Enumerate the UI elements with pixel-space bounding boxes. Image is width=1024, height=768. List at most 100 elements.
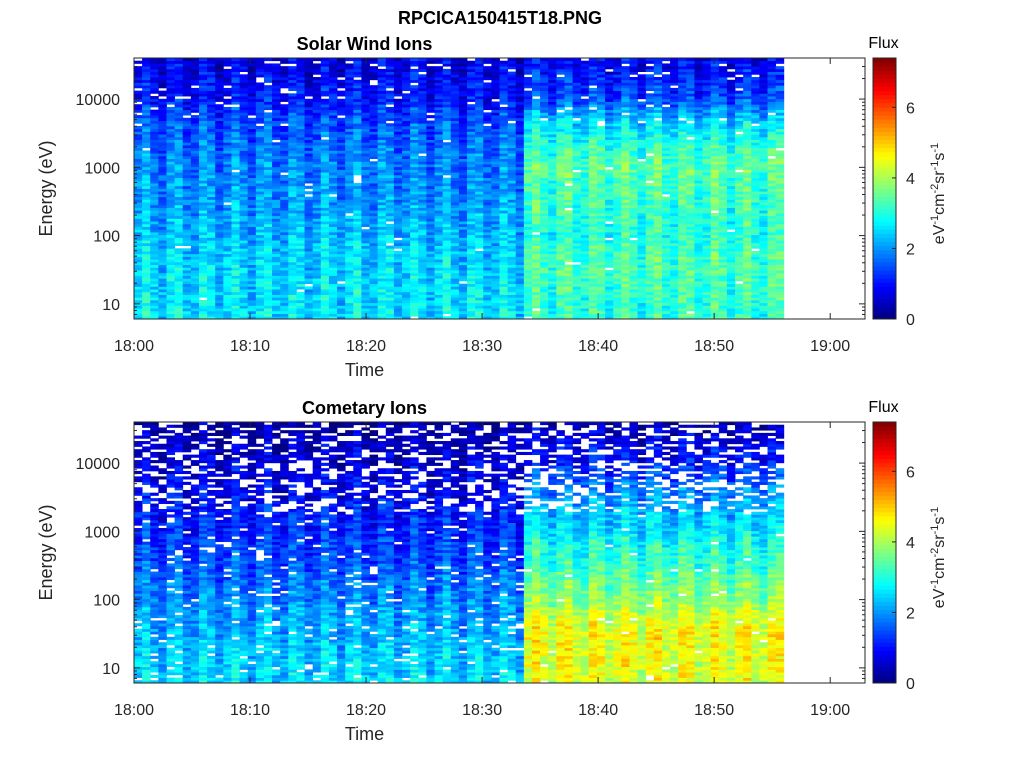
spectrogram-cell	[231, 131, 240, 135]
spectrogram-cell	[507, 142, 517, 146]
spectrogram-cell	[491, 58, 500, 62]
spectrogram-cell	[507, 188, 517, 192]
spectrogram-cell	[450, 172, 460, 176]
spectrogram-cell	[467, 68, 476, 72]
spectrogram-cell	[198, 204, 208, 208]
figure-title: RPCICA150415T18.PNG	[398, 8, 602, 28]
spectrogram-cell	[288, 115, 297, 119]
spectrogram-cell	[434, 212, 444, 217]
spectrogram-cell	[556, 104, 565, 108]
spectrogram-cell	[198, 223, 208, 227]
spectrogram-cell	[531, 221, 541, 225]
spectrogram-cell	[418, 109, 427, 113]
spectrogram-cell	[369, 316, 379, 320]
spectrogram-cell	[223, 120, 232, 124]
spectrogram-cell	[491, 299, 500, 304]
spectrogram-cell	[450, 305, 460, 309]
spectrogram-cell	[410, 98, 419, 102]
spectrogram-cell	[288, 297, 297, 301]
spectrogram-cell	[223, 58, 232, 62]
spectrogram-cell	[328, 240, 338, 244]
spectrogram-cell	[556, 308, 565, 312]
spectrogram-cell	[280, 85, 289, 89]
spectrogram-cell	[263, 117, 273, 121]
spectrogram-cell	[483, 172, 492, 176]
spectrogram-cell	[288, 204, 297, 208]
spectrogram-cell	[353, 71, 362, 75]
spectrogram-cell	[288, 66, 297, 70]
spectrogram-cell	[296, 232, 305, 236]
spectrogram-cell	[483, 240, 492, 244]
spectrogram-cell	[142, 172, 151, 176]
spectrogram-cell	[369, 117, 379, 121]
spectrogram-cell	[239, 177, 249, 181]
spectrogram-cell	[166, 251, 176, 255]
spectrogram-cell	[182, 71, 192, 75]
spectrogram-cell	[426, 96, 435, 100]
spectrogram-cell	[523, 63, 533, 67]
spectrogram-cell	[345, 79, 354, 83]
spectrogram-cell	[353, 82, 362, 86]
spectrogram-cell	[540, 82, 549, 86]
spectrogram-cell	[239, 115, 249, 119]
spectrogram-cell	[377, 240, 387, 244]
spectrogram-cell	[499, 229, 509, 233]
spectrogram-cell	[548, 302, 557, 306]
spectrogram-cell	[215, 297, 224, 301]
spectrogram-cell	[239, 101, 249, 105]
spectrogram-cell	[280, 267, 289, 271]
spectrogram-cell	[442, 161, 452, 165]
spectrogram-cell	[450, 302, 460, 306]
spectrogram-cell	[531, 191, 541, 195]
spectrogram-cell	[280, 191, 289, 195]
spectrogram-cell	[166, 109, 176, 113]
spectrogram-cell	[402, 267, 411, 271]
spectrogram-cell	[223, 234, 232, 238]
spectrogram-cell	[369, 313, 379, 317]
spectrogram-cell	[556, 188, 565, 192]
spectrogram-cell	[312, 180, 322, 184]
spectrogram-cell	[540, 104, 549, 108]
spectrogram-cell	[434, 240, 444, 244]
spectrogram-cell	[564, 272, 573, 276]
spectrogram-cell	[434, 267, 444, 271]
spectrogram-cell	[410, 164, 419, 168]
spectrogram-cell	[450, 280, 460, 285]
spectrogram-cell	[556, 85, 565, 89]
spectrogram-cell	[150, 63, 159, 67]
spectrogram-cell	[393, 58, 403, 62]
spectrogram-cell	[134, 223, 143, 227]
spectrogram-cell	[239, 90, 249, 94]
spectrogram-cell	[239, 172, 249, 176]
spectrogram-cell	[288, 82, 297, 86]
spectrogram-cell	[328, 226, 338, 230]
spectrogram-cell	[548, 134, 557, 138]
spectrogram-cell	[328, 248, 338, 252]
spectrogram-cell	[280, 221, 289, 225]
spectrogram-cell	[402, 109, 411, 113]
spectrogram-cell	[158, 131, 167, 135]
spectrogram-cell	[467, 188, 476, 192]
spectrogram-cell	[523, 117, 533, 121]
spectrogram-cell	[247, 158, 257, 162]
spectrogram-cell	[223, 196, 232, 200]
spectrogram-cell	[531, 153, 541, 157]
spectrogram-cell	[515, 278, 525, 282]
spectrogram-cell	[320, 101, 330, 105]
spectrogram-cell	[134, 188, 143, 192]
spectrogram-cell	[450, 191, 460, 195]
spectrogram-cell	[280, 150, 289, 154]
spectrogram-cell	[361, 123, 370, 127]
spectrogram-cell	[475, 193, 484, 198]
spectrogram-cell	[272, 207, 281, 211]
spectrogram-cell	[215, 210, 224, 214]
spectrogram-cell	[207, 74, 216, 78]
spectrogram-cell	[531, 245, 541, 249]
spectrogram-cell	[304, 251, 314, 255]
spectrogram-cell	[426, 242, 435, 246]
spectrogram-cell	[540, 145, 549, 149]
spectrogram-cell	[353, 98, 362, 102]
spectrogram-cell	[426, 316, 435, 320]
spectrogram-cell	[150, 183, 159, 187]
spectrogram-cell	[288, 71, 297, 75]
